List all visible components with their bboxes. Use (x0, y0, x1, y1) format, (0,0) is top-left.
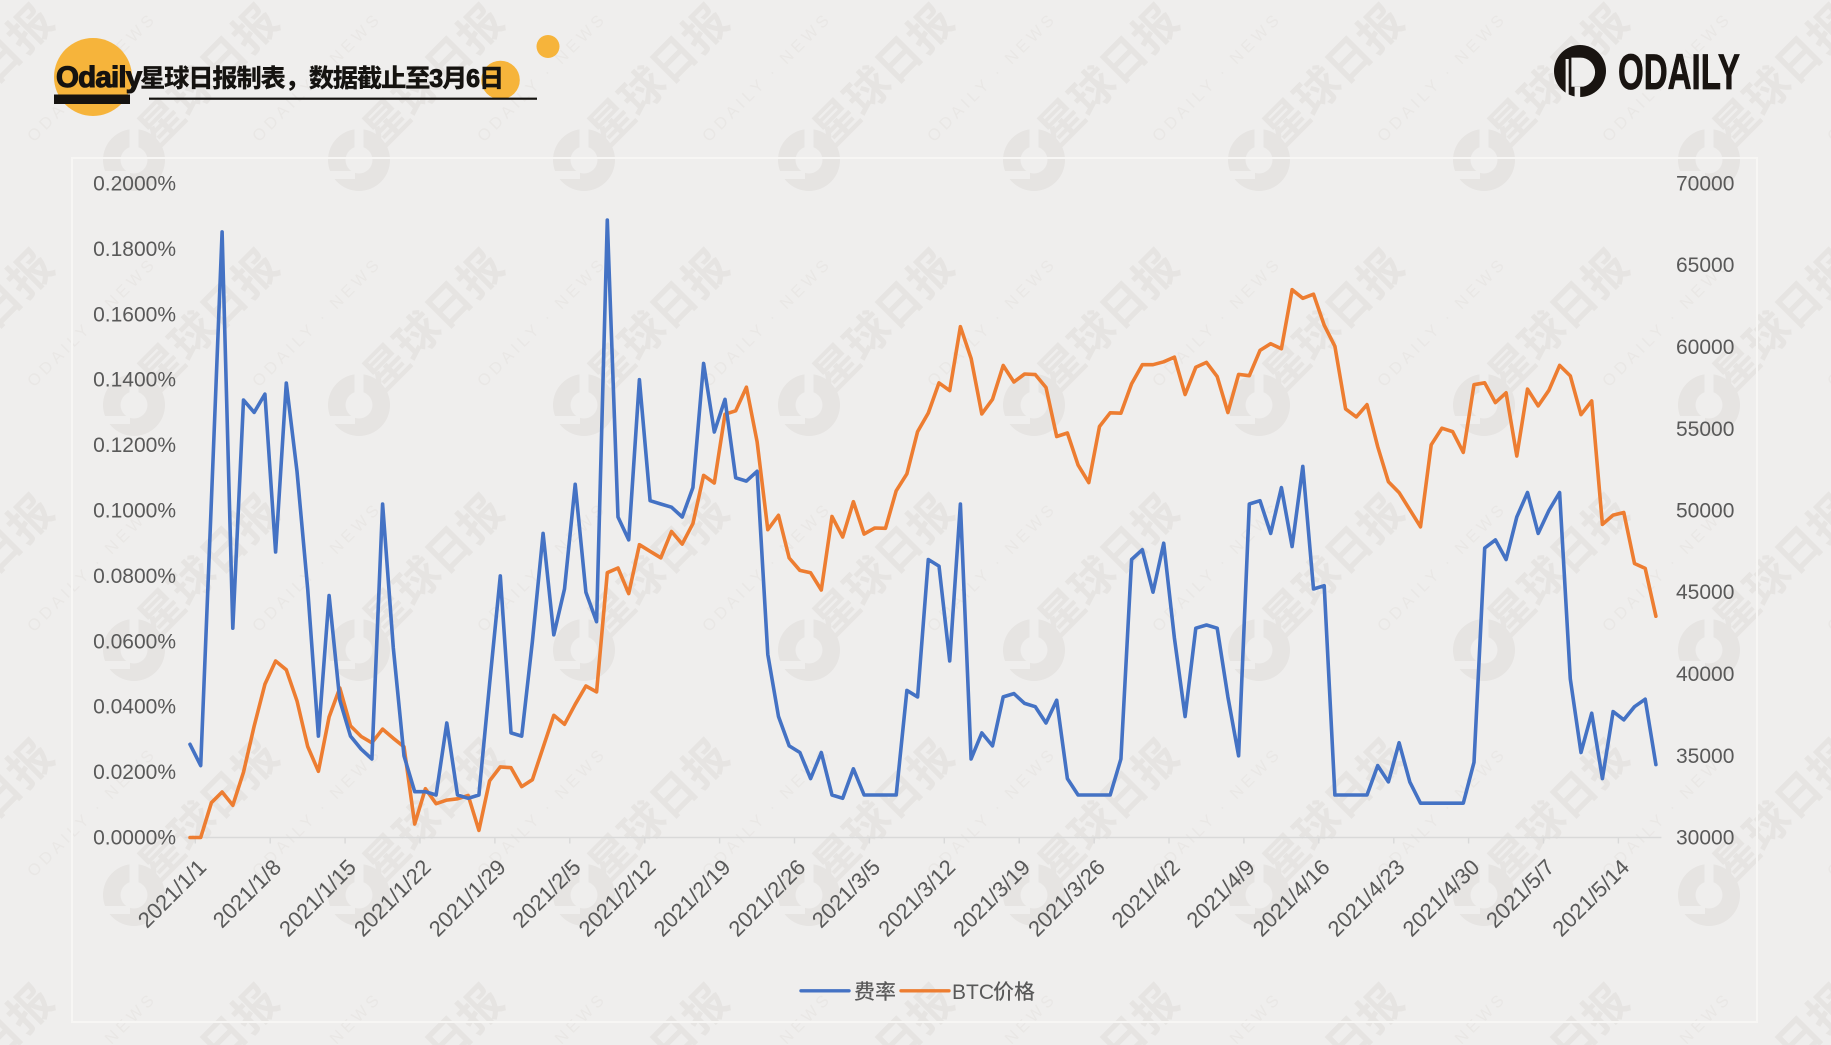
svg-text:BTC: BTC (952, 981, 994, 1004)
svg-text:50000: 50000 (1676, 500, 1734, 523)
svg-text:0.0800%: 0.0800% (93, 565, 176, 588)
svg-text:60000: 60000 (1676, 336, 1734, 359)
svg-text:0.0400%: 0.0400% (93, 696, 176, 719)
svg-text:40000: 40000 (1676, 663, 1734, 686)
svg-text:0.1600%: 0.1600% (93, 303, 176, 326)
svg-text:35000: 35000 (1676, 745, 1734, 768)
svg-text:6: 6 (466, 65, 480, 93)
svg-text:0.0200%: 0.0200% (93, 761, 176, 784)
svg-text:0.2000%: 0.2000% (93, 173, 176, 196)
svg-text:0.1000%: 0.1000% (93, 500, 176, 523)
svg-text:0.0600%: 0.0600% (93, 630, 176, 653)
svg-text:0.0000%: 0.0000% (93, 827, 176, 850)
svg-text:45000: 45000 (1676, 581, 1734, 604)
svg-text:Odaily: Odaily (56, 61, 143, 94)
svg-text:0.1200%: 0.1200% (93, 434, 176, 457)
svg-text:55000: 55000 (1676, 418, 1734, 441)
svg-text:0.1800%: 0.1800% (93, 238, 176, 261)
svg-text:3: 3 (429, 65, 443, 93)
svg-text:65000: 65000 (1676, 254, 1734, 277)
svg-text:70000: 70000 (1676, 173, 1734, 196)
svg-text:ODAILY: ODAILY (1618, 44, 1740, 100)
svg-text:30000: 30000 (1676, 827, 1734, 850)
svg-text:0.1400%: 0.1400% (93, 369, 176, 392)
